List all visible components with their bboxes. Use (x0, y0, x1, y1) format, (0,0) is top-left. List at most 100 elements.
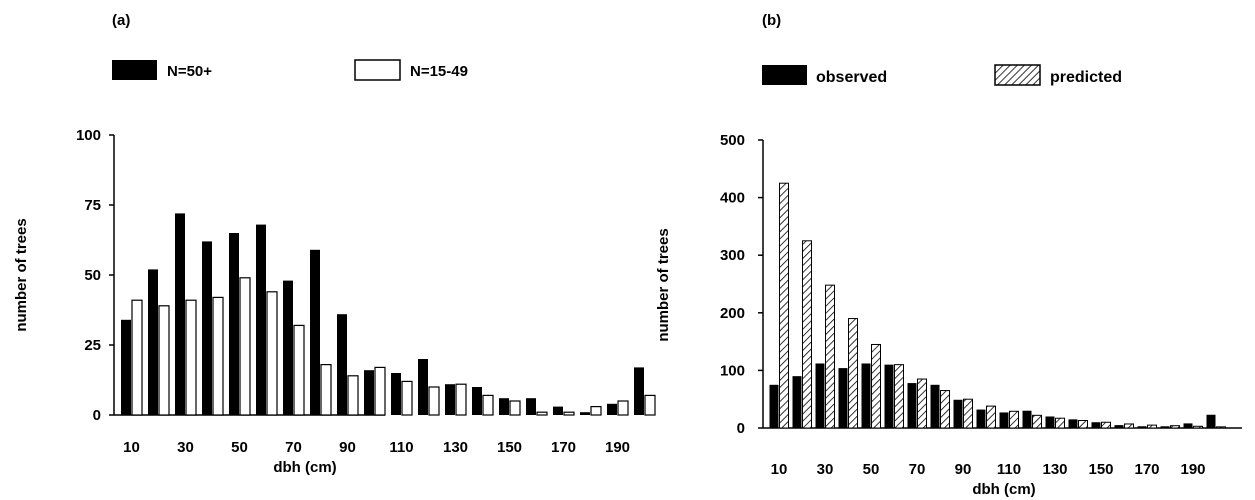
bar-observed-10 (769, 384, 779, 428)
y-tick-label: 300 (720, 247, 745, 264)
legend-swatch-n15 (354, 59, 401, 81)
bar-observed-200 (1206, 414, 1216, 428)
bar-n-50--70 (283, 280, 293, 415)
bar-n-50--160 (526, 398, 536, 415)
bar-predicted-10 (779, 182, 789, 429)
bar-n-15-49-160 (536, 411, 548, 416)
bar-predicted-110 (1009, 410, 1019, 429)
bar-predicted-70 (917, 378, 927, 429)
bar-predicted-90 (963, 398, 973, 429)
x-tick-label: 190 (1180, 461, 1205, 478)
x-tick-label: 10 (771, 461, 788, 478)
bar-observed-180 (1160, 426, 1170, 428)
y-tick-label: 25 (84, 337, 101, 354)
bar-predicted-190 (1193, 425, 1203, 429)
bar-observed-150 (1091, 422, 1101, 428)
plot-area-a: 0 25 50 75 100 10 30 50 70 90 110 130 150 170 190 (76, 127, 656, 456)
bar-predicted-130 (1055, 417, 1065, 429)
legend-label-n50: N=50+ (167, 63, 212, 80)
bar-n-50--120 (418, 359, 428, 415)
bar-n-50--180 (580, 412, 590, 415)
panel-label-b: (b) (762, 12, 781, 29)
legend-b: observed predicted (762, 64, 1122, 86)
bar-observed-60 (884, 364, 894, 428)
bar-n-15-49-120 (428, 386, 440, 416)
bar-n-15-49-180 (590, 406, 602, 416)
bar-observed-100 (976, 409, 986, 428)
bar-predicted-140 (1078, 420, 1088, 429)
panel-a: (a) N=50+ N=15-49 number of trees dbh (c… (13, 12, 656, 476)
bar-observed-190 (1183, 423, 1193, 428)
bar-n-15-49-10 (131, 299, 143, 416)
bar-n-15-49-200 (644, 394, 656, 416)
y-tick-label: 100 (76, 127, 101, 144)
bar-observed-160 (1114, 425, 1124, 428)
bar-n-15-49-110 (401, 380, 413, 416)
x-axis-label-b: dbh (cm) (972, 481, 1035, 498)
x-tick-label: 50 (863, 461, 880, 478)
bar-observed-110 (999, 412, 1009, 428)
legend-swatch-n50 (112, 60, 157, 80)
bar-n-15-49-60 (266, 291, 278, 416)
y-tick-label: 500 (720, 132, 745, 149)
bar-observed-20 (792, 376, 802, 428)
bar-predicted-120 (1032, 414, 1042, 429)
x-tick-label: 110 (389, 439, 413, 456)
bar-n-15-49-20 (158, 305, 170, 416)
bar-observed-80 (930, 384, 940, 428)
bar-n-15-49-190 (617, 400, 629, 416)
bar-n-15-49-30 (185, 299, 197, 416)
legend-label-observed: observed (816, 69, 887, 86)
bar-n-50--80 (310, 249, 320, 415)
legend-swatch-observed (762, 65, 807, 85)
x-axis-label-a: dbh (cm) (273, 459, 336, 476)
bar-observed-70 (907, 383, 917, 428)
x-tick-label: 50 (231, 439, 248, 456)
x-tick-label: 130 (1042, 461, 1067, 478)
bar-predicted-150 (1101, 421, 1111, 429)
bar-observed-50 (861, 363, 871, 428)
x-tick-label: 10 (123, 439, 140, 456)
bar-n-50--110 (391, 373, 401, 415)
bar-observed-90 (953, 399, 963, 428)
bar-n-50--60 (256, 224, 266, 415)
y-tick-label: 100 (720, 362, 745, 379)
y-tick-label: 50 (84, 267, 101, 284)
bar-n-50--140 (472, 387, 482, 415)
bar-n-15-49-40 (212, 296, 224, 416)
bar-n-50--20 (148, 269, 158, 415)
bar-predicted-180 (1170, 425, 1180, 429)
bar-n-50--50 (229, 233, 239, 415)
bar-predicted-20 (802, 240, 812, 429)
bar-n-15-49-170 (563, 411, 575, 416)
bar-observed-120 (1022, 410, 1032, 428)
bar-observed-140 (1068, 419, 1078, 428)
bar-n-15-49-100 (374, 366, 386, 416)
bar-n-15-49-70 (293, 324, 305, 416)
x-tick-label: 90 (955, 461, 972, 478)
y-tick-label: 0 (93, 407, 101, 424)
bar-predicted-50 (871, 343, 881, 429)
bar-predicted-40 (848, 318, 858, 429)
x-tick-label: 130 (443, 439, 468, 456)
bar-n-50--40 (202, 241, 212, 415)
bar-n-15-49-90 (347, 375, 359, 416)
panel-label-a: (a) (112, 12, 130, 29)
bar-predicted-100 (986, 405, 996, 429)
bar-n-15-49-50 (239, 277, 251, 416)
y-tick-label: 0 (737, 420, 745, 437)
x-tick-label: 170 (1134, 461, 1159, 478)
bar-predicted-30 (825, 284, 835, 429)
plot-area-b: 0 100 200 300 400 500 10 30 50 70 90 110 130 150 170 19… (720, 132, 1242, 478)
bar-predicted-170 (1147, 424, 1157, 429)
x-tick-label: 110 (997, 461, 1021, 478)
bar-predicted-200 (1216, 426, 1226, 429)
bar-n-50--170 (553, 406, 563, 415)
bar-n-50--200 (634, 367, 644, 415)
bar-n-50--190 (607, 403, 617, 415)
x-tick-label: 170 (551, 439, 576, 456)
x-tick-label: 70 (909, 461, 926, 478)
y-tick-label: 200 (720, 305, 745, 322)
x-tick-label: 30 (817, 461, 834, 478)
